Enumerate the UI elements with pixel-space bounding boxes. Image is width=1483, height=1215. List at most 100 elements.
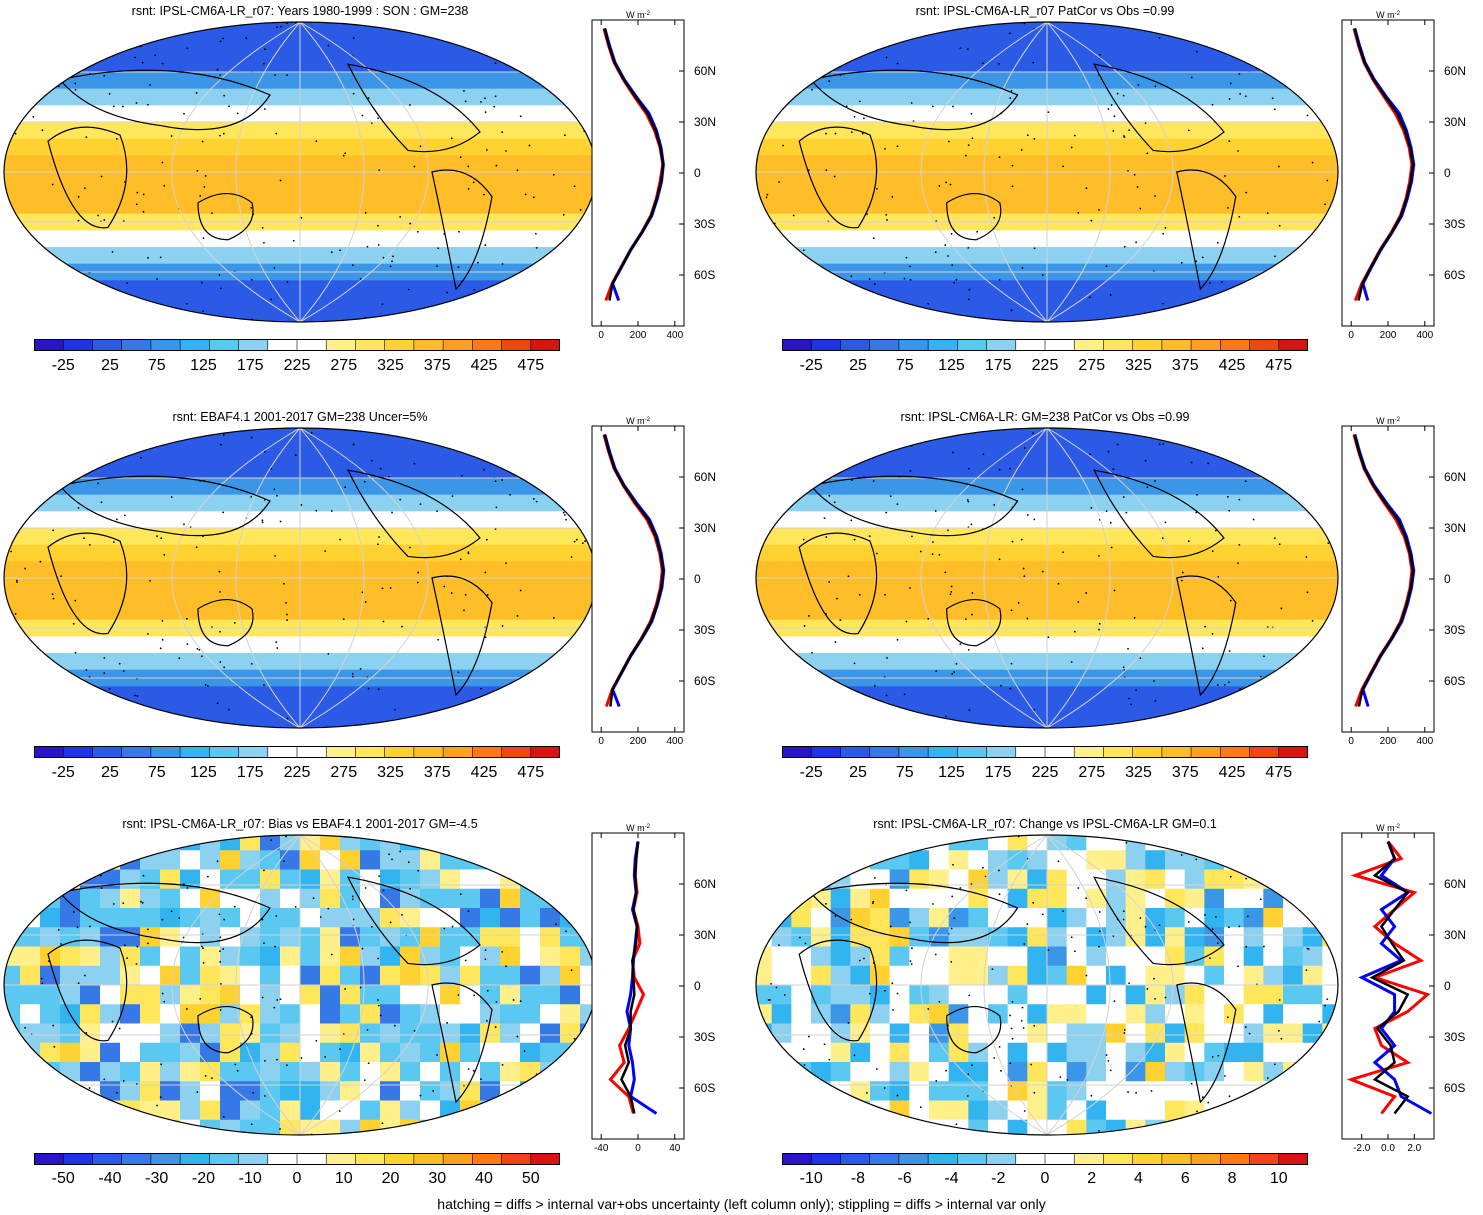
map-cell [500, 835, 521, 851]
map-cell [40, 946, 61, 967]
map-cell [889, 1042, 910, 1063]
map-cell [200, 908, 221, 928]
map-cell [4, 1042, 21, 1063]
map-cell [180, 908, 201, 928]
map-cell [240, 1100, 261, 1121]
colorbar-swatch [530, 746, 560, 758]
profile-xtick-label: 200 [1380, 736, 1397, 744]
map-cell [140, 908, 161, 928]
map-cell [260, 927, 281, 947]
map-cell [340, 1081, 361, 1101]
colorbar-tick-label: -40 [98, 1170, 122, 1187]
colorbar-tick-label: 475 [1265, 764, 1293, 781]
map-cell [240, 1119, 261, 1135]
map-cell [909, 850, 930, 870]
map-cell [120, 908, 141, 928]
map-cell [1027, 888, 1048, 909]
map-cell [380, 850, 401, 870]
map-cell [120, 869, 141, 890]
map-cell [909, 1100, 930, 1121]
map-cell [1066, 1062, 1087, 1082]
map-cell [160, 835, 181, 851]
map-cell [140, 1023, 161, 1044]
colorbar-swatch [209, 1153, 240, 1165]
profile-ytick-label: 60S [1444, 1081, 1466, 1095]
map-cell [1047, 850, 1068, 870]
map-cell [1125, 908, 1146, 928]
map-cell [948, 850, 969, 870]
colorbar-swatch [413, 746, 444, 758]
map-cell [1066, 1004, 1087, 1024]
colorbar-tick-label: -25 [51, 764, 75, 781]
map-cell [520, 908, 541, 928]
map-cell [1007, 850, 1028, 870]
map-cell [889, 985, 910, 1005]
colorbar-swatch [957, 1153, 988, 1165]
map-cell [20, 850, 41, 870]
map-cell [320, 850, 341, 870]
profile-ytick-label: 30N [1444, 521, 1467, 535]
map-cell [909, 1042, 930, 1063]
map-cell [360, 946, 381, 967]
map-cell [120, 946, 141, 967]
colorbar-tick-label: 425 [1218, 357, 1246, 374]
map-cell [300, 1023, 321, 1044]
colorbar-tick-label: 225 [283, 764, 311, 781]
map-cell [1125, 946, 1146, 967]
map-cell [1243, 888, 1264, 909]
profile-frame [1341, 19, 1435, 327]
map-cell [1047, 965, 1068, 986]
map-cell [1125, 850, 1146, 870]
map-cell [1027, 1119, 1048, 1135]
map-cell [220, 1062, 241, 1082]
profile-xtick-label: 0.0 [1381, 1143, 1395, 1151]
map-cell [560, 850, 581, 870]
map-cell [200, 985, 221, 1005]
map-cell [180, 1042, 201, 1063]
map-cell [300, 869, 321, 890]
map-cell [1027, 927, 1048, 947]
map-cell [1066, 1119, 1087, 1135]
colorbar-tick-label: -8 [850, 1170, 866, 1187]
map-cell [756, 946, 773, 967]
map-cell [140, 1042, 161, 1063]
map-cell [889, 869, 910, 890]
map-cell [480, 1042, 501, 1063]
map-cell [540, 1004, 561, 1024]
map-cell [1145, 908, 1166, 928]
map-cell [440, 1081, 461, 1101]
map-cell [100, 1004, 121, 1024]
map-cell [440, 1119, 461, 1135]
map-cell [340, 965, 361, 986]
map-cell [240, 946, 261, 967]
colorbar-swatch [1103, 1153, 1134, 1165]
map-cell [830, 1119, 851, 1135]
map-cell [968, 965, 989, 986]
map-cell [4, 850, 21, 870]
colorbar-swatch [443, 339, 473, 351]
map-cell [1106, 1100, 1127, 1121]
map-cell [100, 1042, 121, 1063]
map-cell [480, 908, 501, 928]
colorbar-swatch [986, 1153, 1017, 1165]
map-border [755, 834, 1339, 1136]
map-cell [811, 1023, 832, 1044]
map-cell [20, 965, 41, 986]
coastline [47, 126, 128, 229]
map-cell [1302, 869, 1323, 890]
map-cell [811, 908, 832, 928]
colorbar-swatch [472, 1153, 503, 1165]
map-cell [380, 965, 401, 986]
map-cell [1027, 835, 1048, 851]
map-cell [360, 1023, 381, 1044]
map-cell [560, 835, 581, 851]
map-cell [1204, 1081, 1225, 1101]
map-cell [968, 908, 989, 928]
coastline [58, 882, 271, 944]
map-cell [460, 927, 481, 947]
map-cell [1243, 1023, 1264, 1044]
map-cell [1007, 927, 1028, 947]
map-cell [460, 1042, 481, 1063]
map-cell [929, 1062, 950, 1082]
map-cell [1243, 1119, 1264, 1135]
